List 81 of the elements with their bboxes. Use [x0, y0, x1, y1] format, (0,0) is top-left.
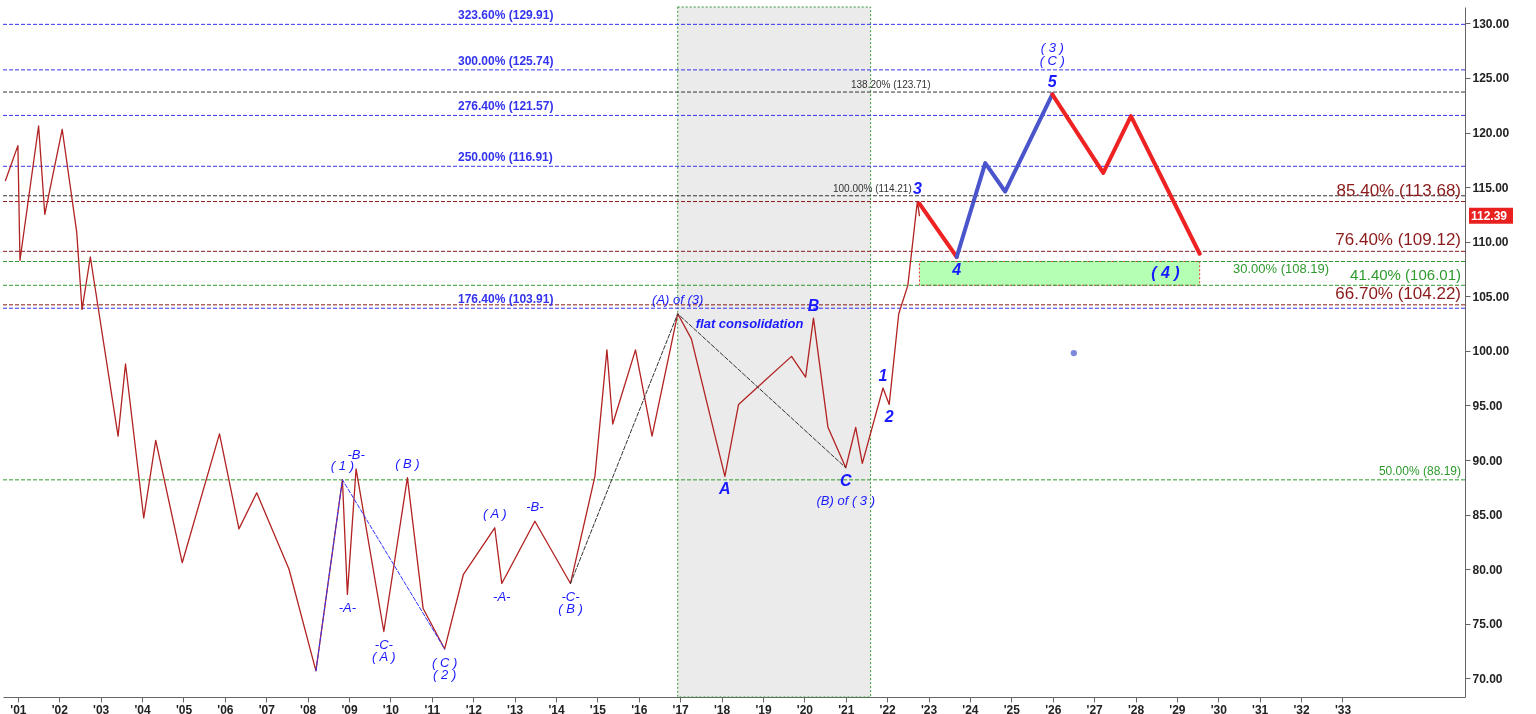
- x-tick-label: '21: [838, 702, 855, 714]
- y-tick-label: 90.00: [1472, 453, 1503, 468]
- y-tick-label: 125.00: [1472, 71, 1510, 86]
- ref-line-label: 66.70% (104.22): [1335, 283, 1461, 303]
- y-tick-label: 80.00: [1472, 562, 1503, 577]
- x-tick-label: '31: [1252, 702, 1269, 714]
- y-tick-label: 70.00: [1472, 671, 1503, 686]
- x-tick-label: '22: [879, 702, 897, 714]
- line-series: [954, 92, 1055, 260]
- x-tick-label: '16: [631, 702, 648, 714]
- y-tick-label: 105.00: [1472, 289, 1510, 304]
- x-tick-label: '26: [1045, 702, 1062, 714]
- annotation: ( B ): [395, 455, 420, 471]
- text: 112.39: [1471, 208, 1508, 223]
- x-tick-label: '12: [465, 702, 483, 714]
- x-tick-label: '09: [341, 702, 358, 714]
- x-tick-label: '08: [300, 702, 317, 714]
- y-tick-label: 120.00: [1472, 126, 1510, 141]
- x-tick-label: '03: [93, 702, 110, 714]
- y-tick-label: 100.00: [1472, 344, 1510, 359]
- x-tick-label: '32: [1293, 702, 1311, 714]
- x-tick-label: '20: [796, 702, 814, 714]
- x-tick-label: '11: [424, 702, 441, 714]
- x-tick-label: '23: [920, 702, 938, 714]
- x-tick-label: '27: [1086, 702, 1104, 714]
- annotation: -A-: [338, 600, 357, 616]
- ref-line-label: 276.40% (121.57): [458, 99, 554, 114]
- ref-line-label: 323.60% (129.91): [458, 8, 554, 23]
- y-tick-label: 130.00: [1472, 16, 1510, 31]
- line-series: [1050, 92, 1202, 256]
- x-tick-label: '17: [672, 702, 690, 714]
- ref-line-label: 30.00% (108.19): [1233, 261, 1330, 277]
- ref-line-label: 300.00% (125.74): [458, 53, 554, 68]
- x-tick-label: '29: [1169, 702, 1186, 714]
- annotation: 1: [878, 367, 888, 385]
- x-tick-label: '02: [51, 702, 69, 714]
- annotation: 5: [1047, 73, 1058, 91]
- band-label: flat consolidation: [695, 316, 804, 331]
- x-tick-label: '30: [1210, 702, 1228, 714]
- x-tick-label: '14: [548, 702, 565, 714]
- x-tick-label: '18: [713, 702, 731, 714]
- ref-line-label: 138.20% (123.71): [851, 79, 931, 91]
- x-tick-label: '19: [755, 702, 772, 714]
- annotation: ( 3 ): [1040, 40, 1064, 56]
- x-tick-label: '01: [10, 702, 27, 714]
- ref-line-label: 50.00% (88.19): [1378, 463, 1461, 478]
- x-tick-label: '13: [507, 702, 524, 714]
- ref-line-label: 100.00% (114.21): [833, 182, 912, 194]
- line-series: [4, 125, 921, 672]
- y-tick-label: 75.00: [1472, 617, 1503, 632]
- x-tick-label: '04: [134, 702, 152, 714]
- x-tick-label: '28: [1127, 702, 1145, 714]
- annotation: -B-: [526, 499, 545, 515]
- band-label: ( 4 ): [1151, 264, 1180, 282]
- annotation: (A) of (3): [652, 291, 704, 307]
- ref-line-label: 250.00% (116.91): [458, 150, 553, 165]
- annotation: 3: [912, 180, 922, 198]
- annotation: -A-: [493, 589, 512, 605]
- x-tick-label: '33: [1334, 702, 1352, 714]
- ref-line-label: 41.40% (106.01): [1350, 266, 1461, 284]
- x-tick-label: '25: [1003, 702, 1021, 714]
- annotation: A: [718, 480, 731, 498]
- x-tick-label: '06: [217, 702, 234, 714]
- ref-line-label: 176.40% (103.91): [458, 292, 554, 307]
- y-tick-label: 95.00: [1472, 399, 1503, 413]
- annotation: ( C ): [432, 654, 458, 670]
- x-tick-label: '05: [175, 702, 193, 714]
- x-tick-label: '10: [382, 702, 400, 714]
- annotation: 2: [883, 408, 894, 426]
- x-tick-label: '15: [589, 702, 607, 714]
- ref-line-label: 76.40% (109.12): [1335, 230, 1461, 250]
- ref-line-label: 85.40% (113.68): [1336, 180, 1461, 200]
- y-tick-label: 110.00: [1472, 235, 1509, 250]
- y-tick-label: 85.00: [1472, 508, 1503, 523]
- annotation: ( A ): [482, 505, 507, 521]
- annotation: (B) of ( 3 ): [816, 492, 876, 508]
- annotation: 4: [951, 261, 962, 279]
- annotation: -B-: [347, 446, 366, 462]
- y-tick-label: 115.00: [1472, 180, 1509, 195]
- x-tick-label: '24: [962, 702, 979, 714]
- x-tick-label: '07: [258, 702, 276, 714]
